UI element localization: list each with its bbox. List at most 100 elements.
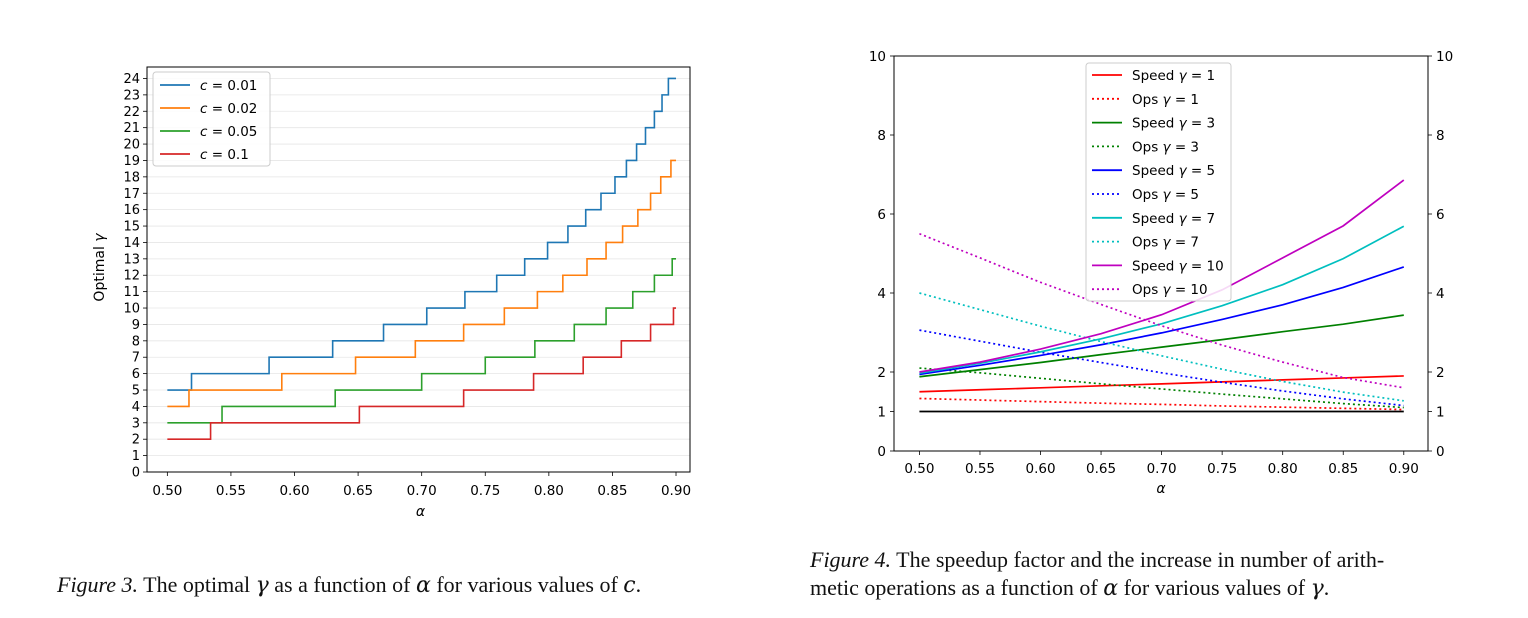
- legend-entry-name: Ops: [1132, 92, 1163, 108]
- legend-entry-gamma: γ: [1163, 282, 1172, 298]
- speed-series-line-0: [919, 375, 1404, 393]
- legend-entry-value: = 0.05: [207, 124, 257, 140]
- legend-entry-gamma: γ: [1179, 211, 1188, 227]
- legend-entry-gamma: γ: [1179, 258, 1188, 274]
- legend-entry-name: Speed: [1132, 258, 1179, 274]
- legend-entry-name: Speed: [1132, 116, 1179, 132]
- legend-box: [152, 71, 271, 167]
- x-tick-label: 0.65: [1086, 461, 1116, 477]
- x-tick-label: 0.65: [343, 483, 373, 499]
- speed-series-line-8: [919, 179, 1405, 373]
- speed-series-line-4: [919, 266, 1405, 376]
- legend-entry-label: Speed γ = 5: [1132, 163, 1215, 179]
- figure-3-caption: Figure 3. The optimal γ as a function of…: [57, 571, 817, 600]
- legend-entry-value: = 0.01: [207, 78, 257, 94]
- legend-entry-gamma: γ: [1163, 92, 1172, 108]
- y-tick-label-right: 6: [1436, 207, 1445, 223]
- x-tick-label: 0.80: [534, 483, 564, 499]
- series-line-c-3: [167, 307, 677, 441]
- legend-entry-name: Ops: [1132, 187, 1163, 203]
- y-tick-label: 12: [123, 269, 140, 284]
- figure-3-caption-gamma: γ: [255, 573, 269, 598]
- ops-series-line-3: [919, 367, 1404, 409]
- x-tick-label: 0.60: [1025, 461, 1055, 477]
- y-tick-label-left: 1: [877, 405, 886, 421]
- figure-4-chart: 0 0 1 1 2 2 4 4 6 6 8 8 10 10 0.50 0.55 0.60 0.65 0.70 0.75…: [869, 49, 1453, 497]
- x-tick-label: 0.75: [1207, 461, 1237, 477]
- y-tick-label: 14: [123, 236, 140, 251]
- x-tick-label: 0.80: [1268, 461, 1298, 477]
- x-tick-label: 0.50: [152, 483, 182, 499]
- y-tick-label: 16: [123, 203, 140, 218]
- legend-entry-value: = 7: [1187, 211, 1215, 227]
- y-tick-label: 22: [123, 105, 140, 120]
- figure-3-caption-text-3: for various values of: [430, 572, 624, 597]
- legend-entry-name: Ops: [1132, 139, 1163, 155]
- x-axis-label: α: [416, 504, 426, 520]
- legend-entry-var: c: [200, 101, 208, 117]
- y-tick-label: 2: [132, 433, 140, 448]
- y-tick-label-right: 2: [1436, 365, 1445, 381]
- series-line-c-0: [167, 77, 677, 391]
- legend-entry-value: = 3: [1187, 116, 1215, 132]
- legend-entry-label: Ops γ = 1: [1132, 92, 1199, 108]
- x-tick-label: 0.50: [904, 461, 934, 477]
- legend-entry-value: = 3: [1171, 139, 1199, 155]
- y-tick-label: 23: [123, 88, 140, 103]
- x-tick-label: 0.85: [1328, 461, 1358, 477]
- y-tick-label: 24: [123, 72, 140, 87]
- legend-entry-gamma: γ: [1179, 163, 1188, 179]
- legend-entry-label: Speed γ = 10: [1132, 258, 1224, 274]
- figure-3-caption-text-2: as a function of: [268, 572, 416, 597]
- figure-4-caption-alpha: α: [1103, 576, 1119, 601]
- legend-box: [1085, 62, 1232, 302]
- legend-entry-value: = 0.1: [207, 147, 248, 163]
- y-axis-label-gamma: γ: [92, 233, 108, 242]
- ops-series-line-5: [919, 329, 1404, 407]
- figure-3-chart: 0123456789101112131415161718192021222324…: [92, 66, 691, 520]
- y-tick-label-left: 10: [869, 49, 886, 65]
- legend-entry-value: = 1: [1187, 68, 1215, 84]
- legend-entry-label: Ops γ = 3: [1132, 139, 1199, 155]
- figure-4-caption-text-3: for various values of: [1118, 575, 1311, 600]
- ops-series-line-1: [919, 397, 1404, 411]
- series-line-c-2: [167, 258, 677, 424]
- y-tick-label: 17: [123, 187, 140, 202]
- y-tick-label: 20: [123, 138, 140, 153]
- y-tick-label: 7: [132, 351, 140, 366]
- legend-entry-label: c = 0.01: [200, 78, 257, 94]
- legend-entry-label: Ops γ = 5: [1132, 187, 1199, 203]
- x-tick-label: 0.90: [1389, 461, 1419, 477]
- legend-entry-label: Speed γ = 7: [1132, 211, 1215, 227]
- y-tick-label-right: 4: [1436, 286, 1445, 302]
- figure-4-caption-label: Figure 4.: [810, 547, 892, 572]
- y-tick-label: 13: [123, 252, 140, 267]
- legend-entry-value: = 0.02: [207, 101, 257, 117]
- figure-3-caption-text-1: The optimal: [138, 572, 256, 597]
- legend-entry-name: Speed: [1132, 163, 1179, 179]
- legend-entry-var: c: [200, 124, 208, 140]
- plot-frame: [146, 66, 691, 473]
- x-tick-label: 0.70: [1147, 461, 1177, 477]
- y-tick-label: 8: [132, 334, 140, 349]
- ops-series-line-9: [919, 232, 1404, 389]
- y-tick-label-right: 10: [1436, 49, 1453, 65]
- y-axis-label-text: Optimal: [92, 242, 108, 302]
- x-tick-label: 0.90: [661, 483, 691, 499]
- legend-entry-gamma: γ: [1163, 235, 1172, 251]
- y-tick-label-left: 8: [877, 128, 886, 144]
- legend-entry-label: Speed γ = 1: [1132, 68, 1215, 84]
- legend-entry-name: Speed: [1132, 211, 1179, 227]
- legend-entry-value: = 5: [1187, 163, 1215, 179]
- legend-entry-label: Ops γ = 10: [1132, 282, 1208, 298]
- legend-entry-value: = 5: [1171, 187, 1199, 203]
- figure-3-caption-c: c: [623, 573, 636, 598]
- y-tick-label: 11: [123, 285, 140, 300]
- x-tick-label: 0.75: [470, 483, 500, 499]
- legend-entry-name: Ops: [1132, 282, 1163, 298]
- y-tick-label: 19: [123, 154, 140, 169]
- figure-3-caption-label: Figure 3.: [57, 572, 139, 597]
- figure-4-caption: Figure 4. The speedup factor and the inc…: [810, 546, 1510, 603]
- plot-frame: [893, 55, 1429, 452]
- y-tick-label-right: 8: [1436, 128, 1445, 144]
